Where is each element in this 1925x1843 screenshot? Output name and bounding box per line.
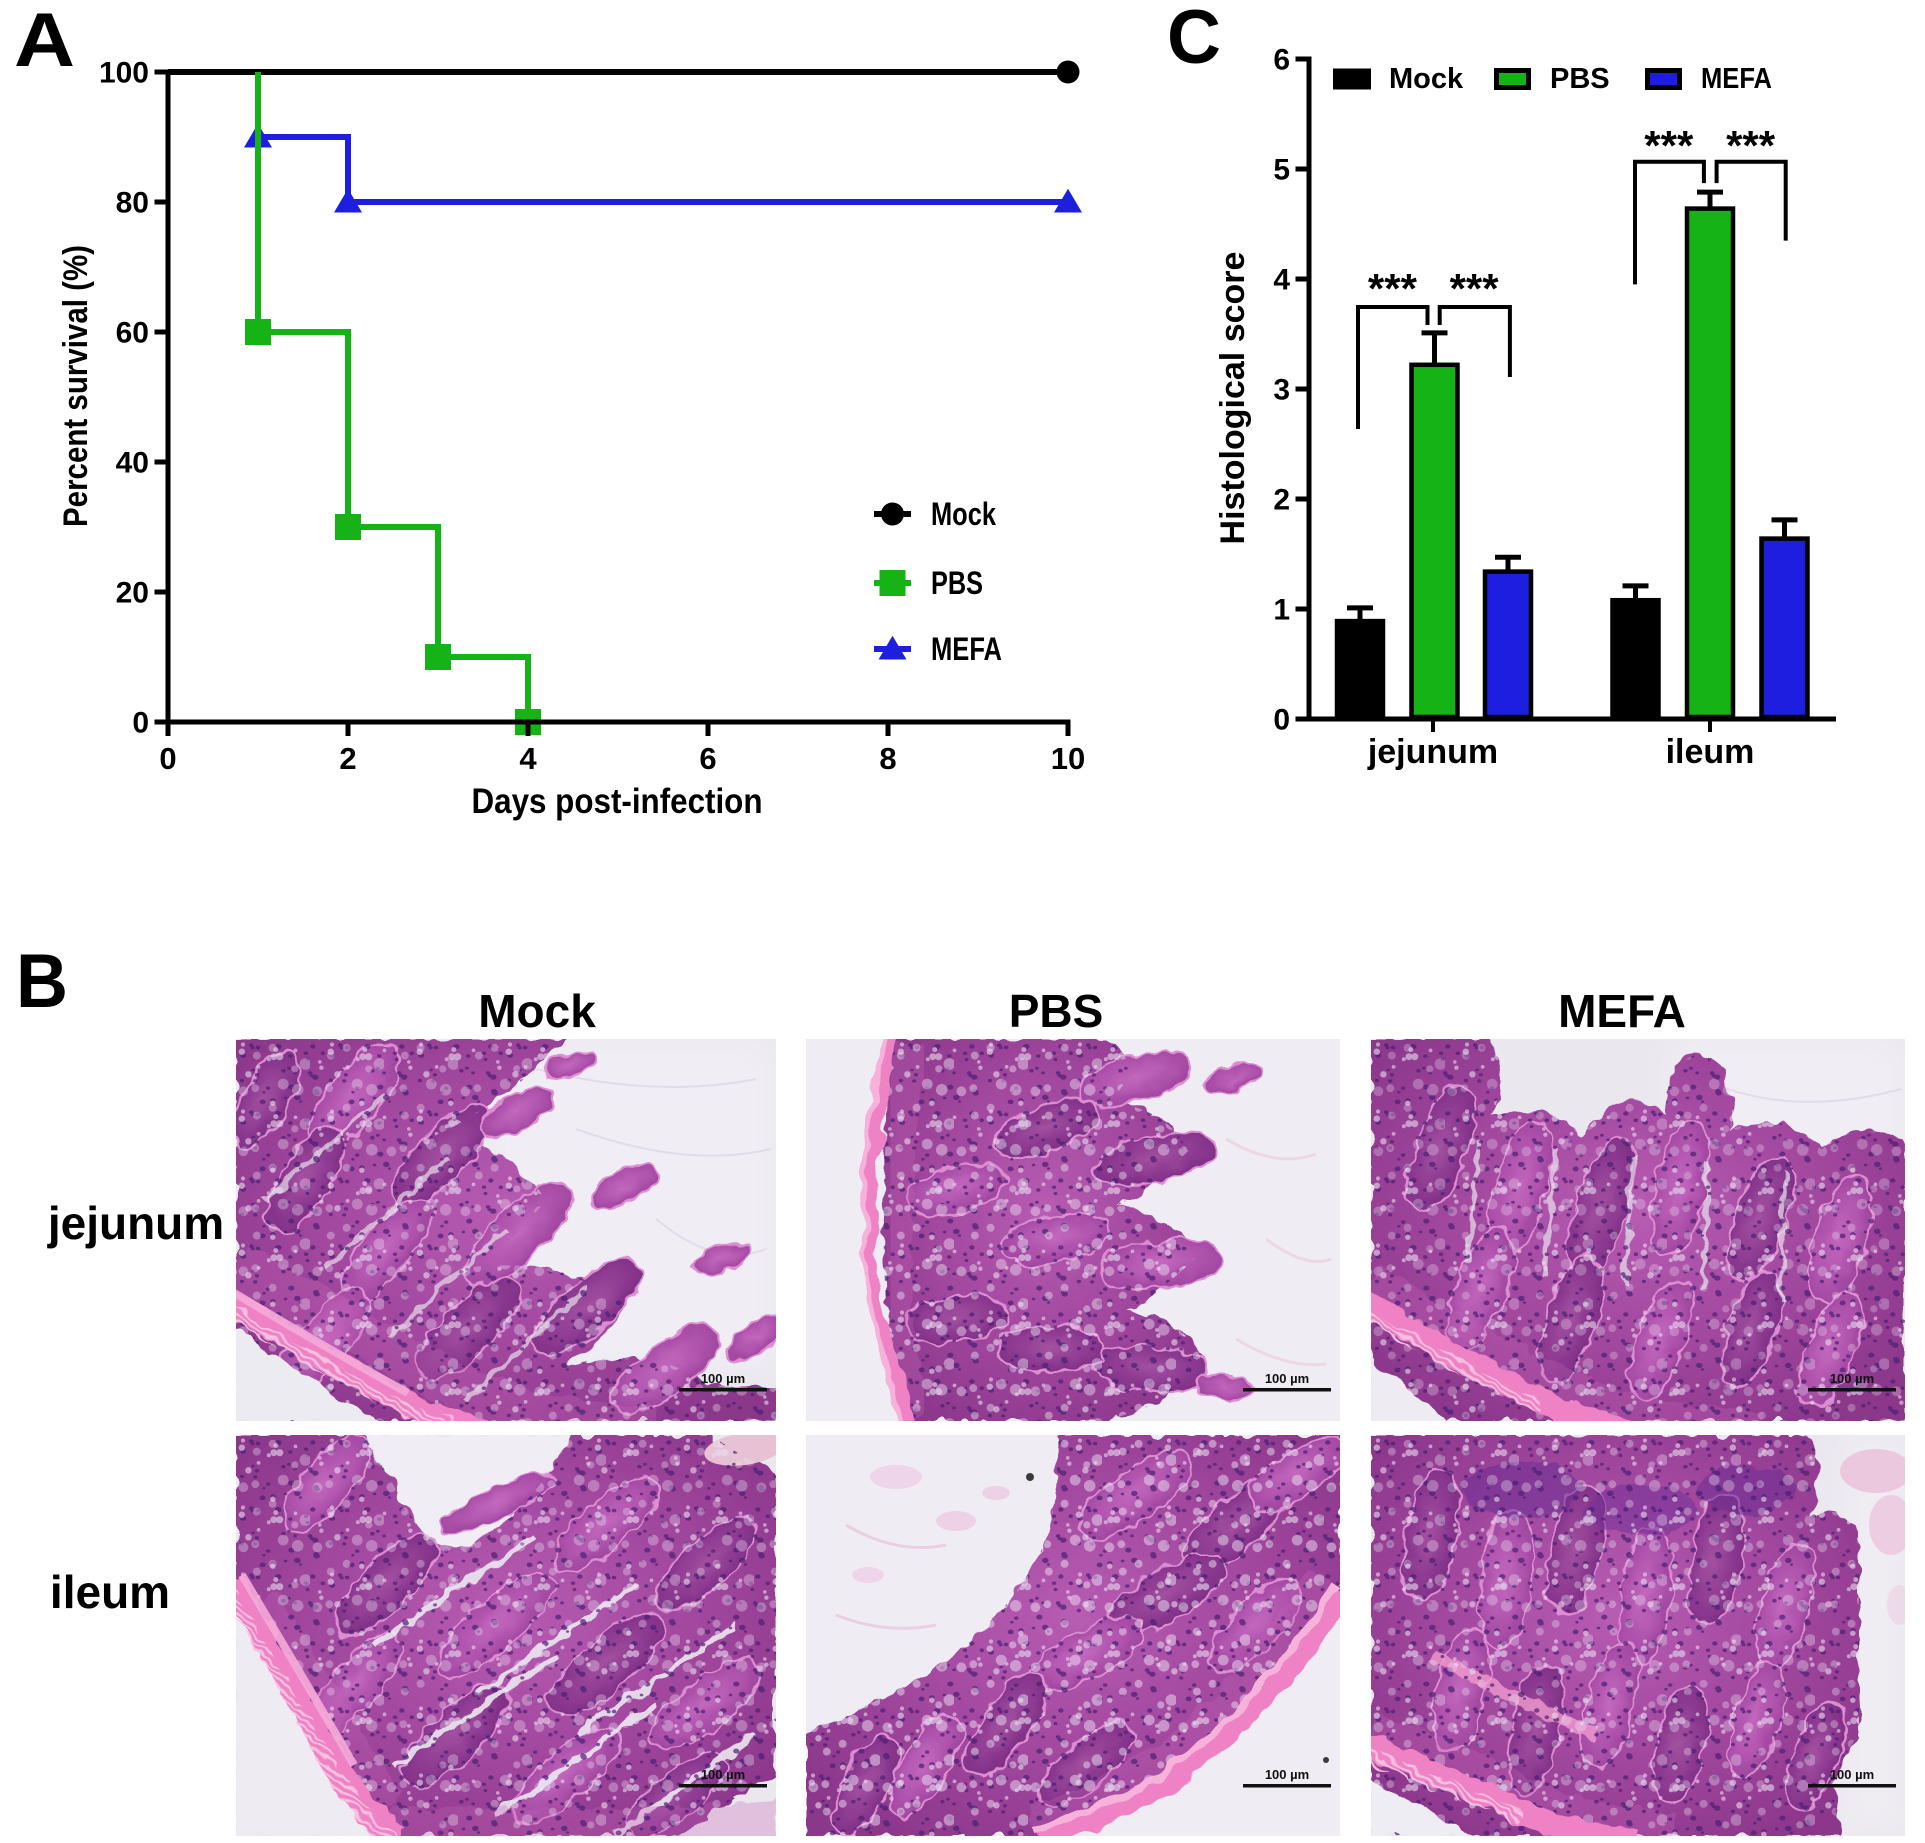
svg-text:jejunum: jejunum [1367,733,1498,771]
svg-text:***: *** [1726,122,1776,169]
svg-text:***: *** [1368,265,1418,312]
svg-text:20: 20 [116,577,149,610]
svg-text:4: 4 [1273,264,1290,297]
svg-text:MEFA: MEFA [1558,985,1686,1037]
svg-text:PBS: PBS [1550,63,1610,95]
svg-text:100: 100 [99,57,149,90]
svg-text:PBS: PBS [931,565,983,601]
svg-text:60: 60 [116,317,149,350]
svg-text:C: C [1167,0,1221,80]
svg-text:4: 4 [519,741,537,776]
svg-text:***: *** [1644,122,1694,169]
svg-text:0: 0 [1273,704,1290,737]
svg-text:100 µm: 100 µm [1830,1371,1874,1386]
svg-text:Days post-infection: Days post-infection [472,782,763,821]
svg-text:100 µm: 100 µm [701,1371,745,1386]
svg-text:8: 8 [879,741,896,776]
svg-text:80: 80 [116,187,149,220]
svg-text:0: 0 [132,707,149,740]
svg-text:0: 0 [159,741,176,776]
svg-text:40: 40 [116,447,149,480]
svg-text:100 µm: 100 µm [701,1767,745,1782]
svg-text:ileum: ileum [50,1566,170,1618]
svg-text:jejunum: jejunum [47,1197,224,1249]
svg-text:Percent survival (%): Percent survival (%) [57,245,95,527]
svg-text:MEFA: MEFA [931,631,1002,667]
svg-text:***: *** [1450,265,1500,312]
svg-text:6: 6 [1273,44,1290,77]
svg-text:B: B [16,939,68,1024]
svg-text:100 µm: 100 µm [1265,1371,1309,1386]
svg-text:Histological score: Histological score [1214,252,1252,545]
svg-text:2: 2 [339,741,356,776]
svg-text:2: 2 [1273,484,1290,517]
svg-text:A: A [14,0,75,83]
svg-text:PBS: PBS [1009,985,1104,1037]
svg-text:5: 5 [1273,154,1290,187]
svg-text:ileum: ileum [1666,733,1755,771]
svg-text:3: 3 [1273,374,1290,407]
svg-text:Mock: Mock [931,496,996,532]
svg-text:100 µm: 100 µm [1830,1767,1874,1782]
svg-text:Mock: Mock [1389,63,1464,95]
svg-text:6: 6 [699,741,716,776]
svg-text:1: 1 [1273,594,1290,627]
svg-text:100 µm: 100 µm [1265,1767,1309,1782]
svg-text:Mock: Mock [478,985,596,1037]
svg-text:10: 10 [1051,741,1085,776]
svg-text:MEFA: MEFA [1701,63,1772,95]
